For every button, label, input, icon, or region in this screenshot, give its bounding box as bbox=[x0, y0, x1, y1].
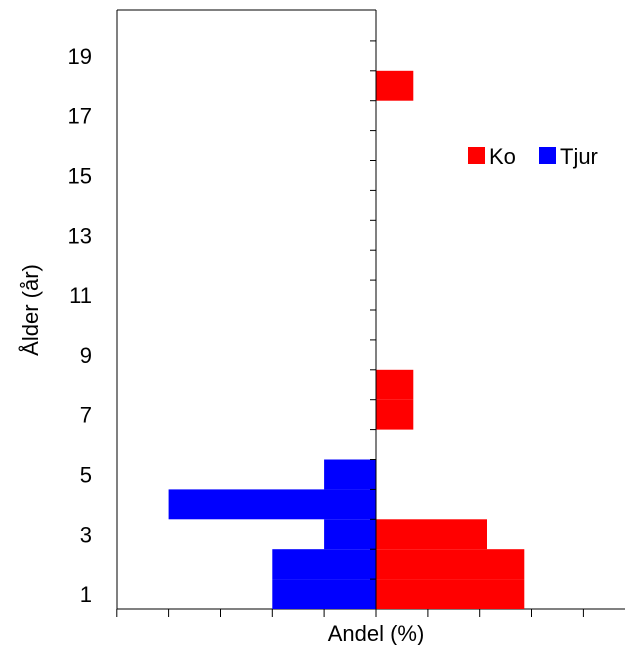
y-tick-label: 15 bbox=[68, 164, 92, 189]
center-axis-ticks bbox=[370, 40, 376, 580]
bar-ko-age-18 bbox=[376, 70, 414, 101]
y-axis-title: Ålder (år) bbox=[18, 264, 43, 356]
y-tick-label: 3 bbox=[80, 522, 92, 547]
bar-ko-age-3 bbox=[376, 519, 487, 550]
bar-ko-age-7 bbox=[376, 399, 414, 430]
y-tick-label: 1 bbox=[80, 582, 92, 607]
y-tick-label: 11 bbox=[69, 283, 92, 308]
bar-tjur-age-4 bbox=[168, 489, 376, 520]
bar-tjur-age-2 bbox=[272, 549, 376, 580]
bar-ko-age-2 bbox=[376, 549, 525, 580]
legend-swatch-tjur bbox=[539, 147, 556, 164]
y-tick-label: 7 bbox=[80, 403, 92, 428]
x-axis-ticks bbox=[116, 609, 584, 617]
bar-tjur-age-3 bbox=[324, 519, 376, 550]
bar-ko-age-8 bbox=[376, 369, 414, 400]
y-tick-label: 5 bbox=[80, 463, 92, 488]
y-tick-label: 13 bbox=[68, 223, 92, 248]
legend-label-ko: Ko bbox=[489, 144, 516, 169]
legend-label-tjur: Tjur bbox=[560, 144, 598, 169]
bars-group bbox=[168, 70, 525, 609]
y-tick-label: 19 bbox=[68, 44, 92, 69]
legend: Ko Tjur bbox=[468, 144, 598, 169]
bar-tjur-age-1 bbox=[272, 579, 376, 609]
bar-ko-age-1 bbox=[376, 579, 525, 609]
y-tick-label: 9 bbox=[80, 343, 92, 368]
x-axis-title: Andel (%) bbox=[328, 621, 425, 645]
legend-swatch-ko bbox=[468, 147, 485, 164]
y-tick-label: 17 bbox=[68, 104, 92, 129]
bar-tjur-age-5 bbox=[324, 459, 376, 490]
